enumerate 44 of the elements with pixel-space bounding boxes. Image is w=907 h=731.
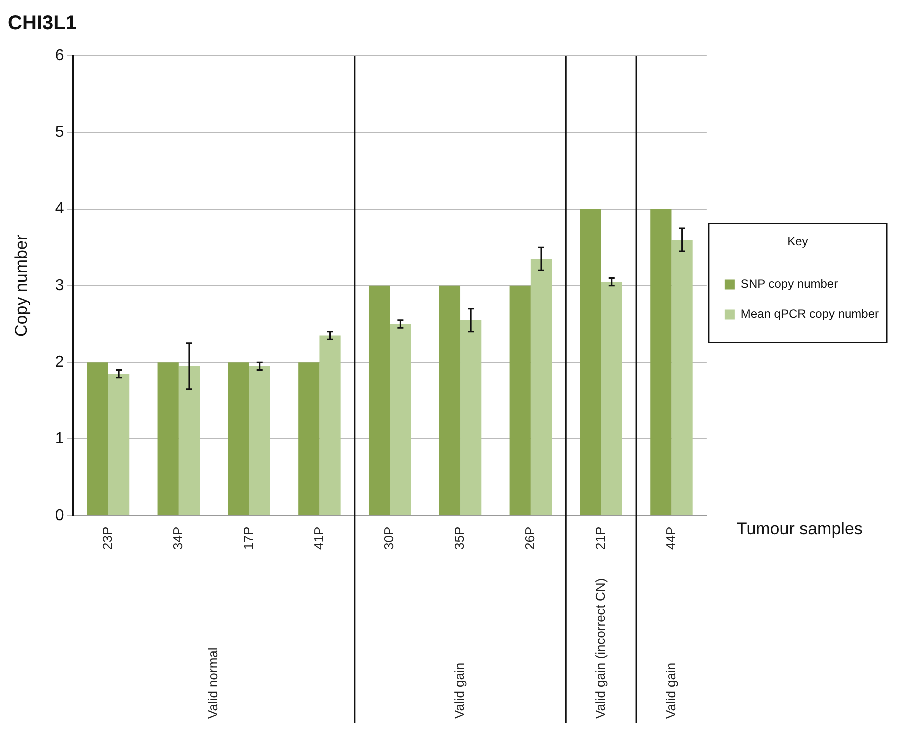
x-axis-title: Tumour samples (736, 520, 863, 539)
x-tick-label: 30P (382, 526, 397, 550)
text: Valid gain (incorrect CN) (592, 578, 608, 719)
bar (439, 286, 461, 516)
text: Valid normal (206, 648, 221, 719)
bar (390, 324, 412, 516)
y-tick-label: 4 (55, 200, 64, 218)
bar (530, 259, 552, 516)
legend-label: SNP copy number (740, 277, 838, 292)
legend-title: Key (788, 234, 808, 249)
text: Valid gain (452, 662, 468, 719)
bar (460, 320, 482, 516)
y-tick-label: 0 (55, 507, 64, 524)
x-tick-label: 34P (170, 526, 186, 550)
y-tick-label: 6 (55, 47, 64, 64)
y-tick-label: 5 (55, 124, 64, 142)
bar (228, 362, 250, 516)
bar (320, 336, 341, 516)
bar (601, 282, 622, 516)
x-tick-label: 41P (311, 526, 326, 550)
x-tick-label: 21P (592, 526, 608, 550)
x-tick-label: 44P (663, 526, 678, 550)
text: Valid gain (663, 662, 678, 719)
x-tick-label: 35P (452, 526, 468, 550)
x-tick-label: 17P (240, 526, 256, 550)
bar (249, 366, 270, 516)
bar (510, 286, 531, 516)
bar (108, 374, 130, 516)
bar (178, 366, 200, 516)
legend-label: Mean qPCR copy number (740, 307, 880, 322)
bar (368, 286, 390, 516)
chart-title: CHI3L1 (8, 12, 77, 35)
bar (672, 240, 693, 516)
bar (158, 362, 179, 516)
y-tick-label: 3 (55, 277, 64, 294)
y-tick-label: 2 (55, 354, 64, 371)
bar (650, 209, 672, 516)
bar (580, 209, 602, 516)
x-tick-label: 26P (522, 526, 538, 550)
bar (87, 362, 108, 516)
bar (298, 362, 320, 516)
x-tick-label: 23P (100, 526, 116, 550)
y-axis-title: Copy number (12, 234, 31, 337)
y-tick-label: 1 (55, 430, 64, 448)
